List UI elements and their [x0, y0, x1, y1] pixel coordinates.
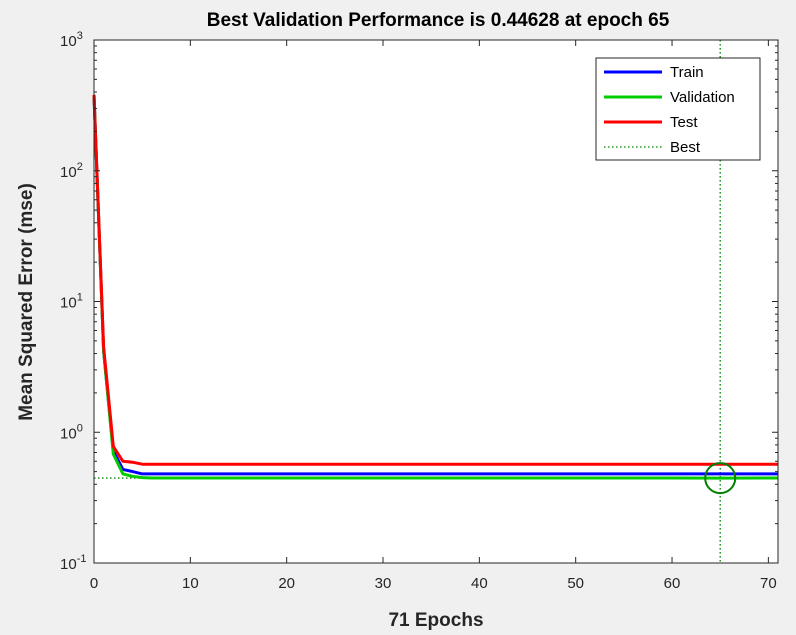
best-point-circle — [704, 462, 737, 495]
legend-label-train: Train — [670, 64, 704, 81]
axis-ticks: 0 10 20 30 40 50 60 70 10-1 100 101 102 103 — [60, 30, 778, 592]
x-tick-label: 30 — [375, 575, 392, 592]
series-line-test — [92, 94, 778, 466]
x-tick-label: 0 — [90, 575, 98, 592]
legend-label-best: Best — [670, 139, 701, 156]
x-tick-label: 70 — [760, 575, 777, 592]
legend: Train Validation Test Best — [595, 57, 761, 161]
x-tick-label: 60 — [664, 575, 681, 592]
y-tick-label: 10-1 — [60, 553, 86, 573]
y-tick-label: 103 — [60, 30, 83, 50]
data-marks — [92, 40, 779, 563]
legend-label-test: Test — [670, 114, 698, 131]
y-axis-label: Mean Squared Error (mse) — [16, 183, 37, 421]
chart-title: Best Validation Performance is 0.44628 a… — [207, 10, 670, 31]
x-tick-label: 50 — [567, 575, 584, 592]
x-tick-label: 40 — [471, 575, 488, 592]
legend-label-validation: Validation — [670, 89, 735, 106]
y-tick-label: 102 — [60, 161, 83, 181]
series-line-train — [92, 94, 778, 476]
x-axis-label: 71 Epochs — [388, 610, 483, 631]
legend-box — [595, 57, 761, 161]
x-tick-label: 20 — [278, 575, 295, 592]
y-tick-label: 101 — [60, 292, 83, 312]
x-tick-label: 10 — [182, 575, 199, 592]
y-tick-label: 100 — [60, 422, 83, 442]
series-line-validation — [92, 94, 779, 480]
